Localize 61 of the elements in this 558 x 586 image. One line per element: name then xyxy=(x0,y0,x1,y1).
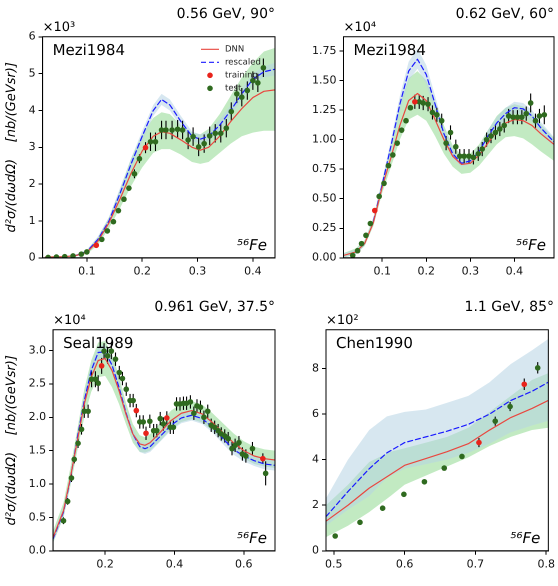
x-tick-label: 0.6 xyxy=(396,557,414,570)
x-tick-label: 0.2 xyxy=(133,264,151,278)
y-tick-label: 1.50 xyxy=(312,73,336,86)
text: ×10⁴ xyxy=(53,312,86,328)
y-tick-label: 5 xyxy=(28,66,36,80)
y-tick-label: 0.5 xyxy=(28,510,46,524)
y-tick-label: 1.0 xyxy=(28,476,46,490)
x-tick-label: 0.4 xyxy=(506,264,524,278)
y-tick-label: 2.0 xyxy=(28,410,46,424)
y-tick-label: 3.0 xyxy=(28,343,46,356)
y-tick-label: 2 xyxy=(312,498,319,512)
x-tick-label: 0.1 xyxy=(78,264,96,278)
y-tick-label: 0.0 xyxy=(28,544,46,557)
y-tick-label: 4 xyxy=(312,452,319,466)
x-tick-label: 0.2 xyxy=(418,264,436,278)
chart-title: 0.961 GeV, 37.5° xyxy=(154,299,275,316)
y-tick-label: 0.50 xyxy=(312,192,336,205)
chart-title: 0.62 GeV, 60° xyxy=(456,6,554,22)
x-tick-label: 0.3 xyxy=(188,264,206,278)
annotation: ⁵⁶Fe xyxy=(516,236,546,254)
annotation: Chen1990 xyxy=(336,334,413,352)
annotation: ⁵⁶Fe xyxy=(237,236,267,254)
annotation: Mezi1984 xyxy=(353,41,426,60)
y-tick-label: 1 xyxy=(28,214,36,227)
y-tick-label: 0 xyxy=(28,250,36,264)
x-tick-label: 0.8 xyxy=(537,557,555,570)
y-tick-label: 2 xyxy=(28,176,36,190)
x-tick-label: 0.1 xyxy=(373,264,391,278)
y-tick-label: 6 xyxy=(312,406,319,420)
annotation: ⁵⁶Fe xyxy=(237,528,267,547)
y-tick-label: 1.75 xyxy=(312,44,336,57)
x-tick-label: 0.4 xyxy=(166,557,184,570)
x-tick-label: 0.7 xyxy=(466,557,484,570)
y-tick-label: 6 xyxy=(28,30,36,43)
y-tick-label: 0 xyxy=(312,544,319,557)
x-tick-label: 0.4 xyxy=(244,264,262,278)
y-tick-label: 0.00 xyxy=(312,250,336,264)
chart-title: 0.56 GeV, 90° xyxy=(176,6,275,22)
annotation: ⁵⁶Fe xyxy=(510,528,540,547)
y-tick-label: 4 xyxy=(28,103,36,116)
y-tick-label: 8 xyxy=(312,361,319,374)
legend-label: DNN xyxy=(225,44,244,55)
x-tick-label: 0.6 xyxy=(235,557,253,570)
chart-title: 1.1 GeV, 85° xyxy=(464,299,554,316)
y-tick-label: 1.00 xyxy=(312,132,336,146)
y-tick-label: 0.25 xyxy=(312,221,336,234)
legend-label: rescaled xyxy=(225,58,261,68)
x-tick-label: 0.2 xyxy=(96,557,114,570)
text: ×10⁴ xyxy=(343,20,376,35)
y-axis-title: d²σ/(dωdΩ) [nb/(GeVsr)] xyxy=(4,355,20,526)
y-tick-label: 3 xyxy=(28,140,36,154)
y-tick-label: 0.75 xyxy=(312,162,336,176)
text: ×10² xyxy=(326,312,359,328)
y-tick-label: 2.5 xyxy=(28,376,46,390)
annotation: Seal1989 xyxy=(63,334,134,352)
y-tick-label: 1.5 xyxy=(28,444,46,457)
annotation: Mezi1984 xyxy=(52,41,125,60)
text: ×10³ xyxy=(42,20,76,35)
y-tick-label: 1.25 xyxy=(312,102,336,116)
y-axis-title: d²σ/(dωdΩ) [nb/(GeVsr)] xyxy=(4,62,20,232)
x-tick-label: 0.3 xyxy=(462,264,480,278)
